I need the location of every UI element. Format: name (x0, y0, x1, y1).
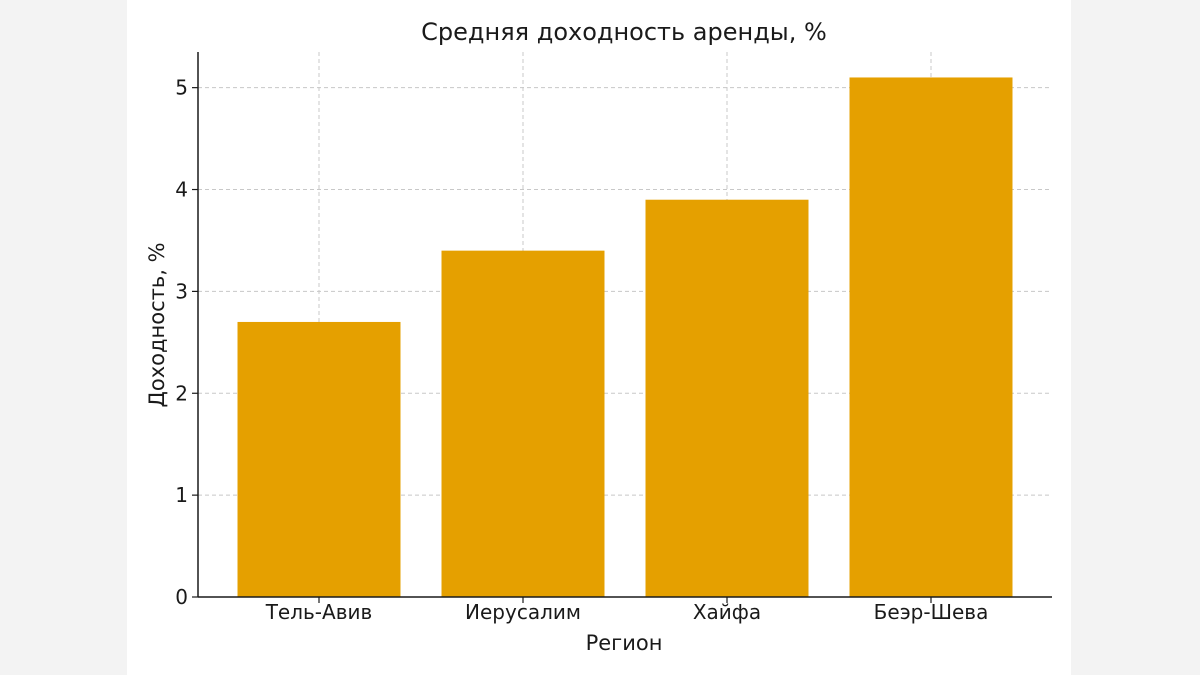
axes (197, 52, 1052, 598)
x-tick-label: Тель-Авив (265, 600, 373, 624)
y-tick-label: 1 (175, 483, 188, 507)
y-tick-label: 0 (175, 585, 188, 609)
bar (849, 77, 1013, 598)
y-tick-label: 5 (175, 76, 188, 100)
x-tick-label: Хайфа (693, 600, 761, 624)
y-ticks: 0 1 2 3 4 5 (175, 76, 198, 609)
x-ticks: Тель-Авив Иерусалим Хайфа Беэр-Шева (265, 597, 989, 624)
bar (237, 321, 401, 597)
y-tick-label: 3 (175, 279, 188, 303)
bar (441, 250, 605, 597)
y-axis-title: Доходность, % (145, 242, 169, 407)
y-tick-label: 2 (175, 381, 188, 405)
bar (645, 199, 809, 598)
x-tick-label: Иерусалим (465, 600, 581, 624)
x-axis-title: Регион (586, 631, 663, 655)
bars (237, 77, 1013, 598)
x-tick-label: Беэр-Шева (874, 600, 989, 624)
y-tick-label: 4 (175, 178, 188, 202)
chart-title: Средняя доходность аренды, % (421, 18, 827, 46)
